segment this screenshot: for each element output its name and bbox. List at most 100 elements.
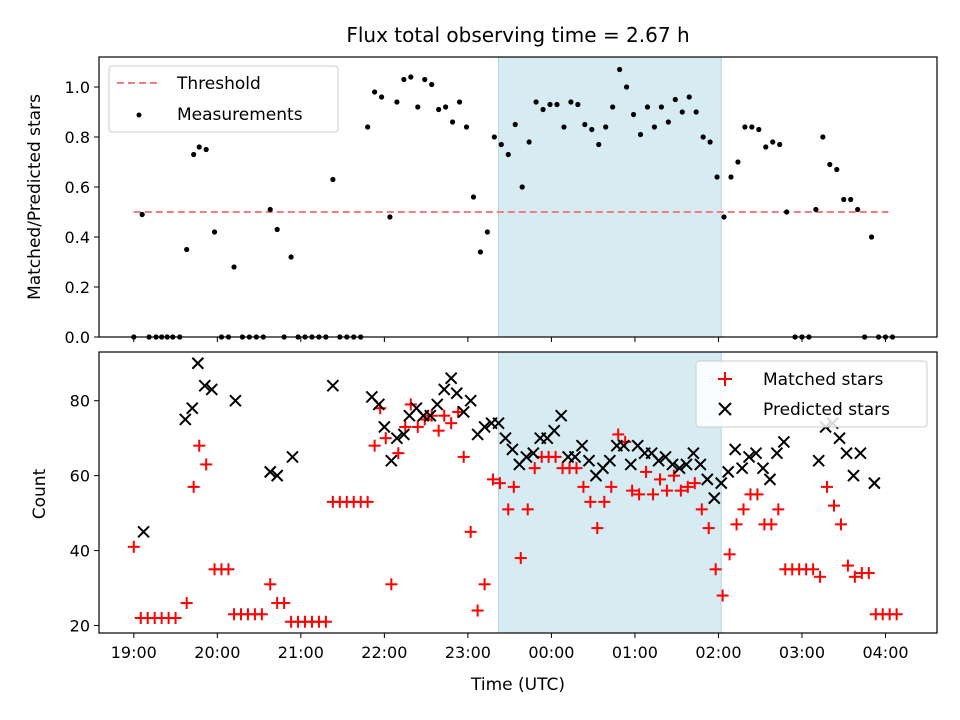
measurement-point (231, 264, 237, 270)
matched-star-point (695, 503, 708, 516)
predicted-star-point (527, 446, 540, 460)
predicted-star-point (186, 401, 199, 415)
x-tick-label: 01:00 (612, 643, 658, 662)
measurement-point (749, 124, 755, 130)
matched-star-point (674, 484, 687, 497)
measurement-point (456, 99, 463, 105)
predicted-star-point (708, 491, 721, 505)
predicted-star-point (492, 416, 505, 430)
top-y-tick-label: 0.0 (65, 328, 90, 347)
measurement-point (868, 234, 875, 240)
predicted-star-point (603, 454, 617, 467)
measurement-point (519, 184, 525, 190)
matched-star-point (834, 518, 847, 531)
measurement-point (658, 104, 664, 110)
matched-star-point (385, 578, 398, 591)
matched-star-point (404, 398, 417, 411)
measurement-point (575, 101, 581, 108)
measurements-legend-swatch (136, 112, 142, 118)
measurement-point (422, 76, 428, 83)
predicted-star-point (756, 461, 770, 475)
matched-star-point (598, 495, 611, 508)
x-tick-label: 19:00 (111, 643, 157, 662)
measurement-point (589, 126, 595, 133)
predicted-star-point (264, 465, 277, 479)
bottom-legend-box (695, 360, 928, 428)
predicted-star-point (205, 383, 218, 396)
measurement-point (484, 229, 490, 235)
matched-star-point (514, 552, 527, 565)
matched-star-point (368, 439, 381, 452)
measurement-point (505, 151, 511, 158)
predicted-star-point (763, 473, 777, 486)
measurement-point (855, 206, 861, 213)
matched-star-point (827, 499, 840, 512)
predicted-star-point (812, 454, 825, 467)
predicted-star-point (582, 454, 596, 467)
measurement-point (561, 124, 567, 130)
matched-star-point (723, 548, 736, 561)
measurement-point (714, 174, 720, 180)
measurement-point (139, 211, 145, 218)
predicted-star-point (840, 446, 853, 460)
matched-star-point (379, 432, 392, 445)
measurement-point (191, 151, 197, 158)
matched-star-point (507, 480, 520, 493)
measurement-point (365, 124, 371, 130)
measurement-point (394, 99, 400, 105)
measurement-point (449, 119, 456, 125)
predicted-star-point (520, 450, 533, 464)
matched-star-point (127, 540, 140, 553)
matched-star-point (862, 567, 875, 580)
predicted-star-point (742, 450, 756, 464)
bottom-y-tick-label: 40 (70, 542, 90, 561)
measurement-point (770, 139, 776, 145)
predicted-star-point (777, 435, 791, 449)
measurement-point (554, 101, 560, 108)
matched-star-point (319, 615, 332, 628)
measurement-point (477, 249, 484, 255)
measurement-point (540, 106, 546, 113)
measurement-point (547, 101, 553, 108)
predicted-star-point (701, 473, 714, 486)
measurement-point (203, 146, 209, 153)
bottom-shaded-interval (498, 352, 722, 633)
predicted-star-point (687, 446, 700, 460)
measurement-point (463, 124, 470, 130)
chart-title: Flux total observing time = 2.67 h (346, 23, 689, 47)
top-y-axis-label: Matched/Predicted stars (25, 94, 45, 300)
predicted-star-point (728, 443, 742, 456)
matched-star-point (438, 409, 451, 422)
measurement-point (211, 229, 218, 235)
predicted-legend-label: Predicted stars (763, 400, 890, 420)
matched-star-point (591, 522, 604, 535)
measurement-point (827, 161, 833, 168)
bottom-legend: Matched stars Predicted stars (695, 360, 928, 428)
measurement-point (372, 89, 378, 95)
predicted-star-point (680, 458, 693, 471)
matched-star-point (814, 570, 827, 583)
measurement-point (834, 166, 840, 173)
predicted-star-point (444, 372, 458, 385)
matched-star-point (521, 503, 534, 516)
matched-star-point (411, 420, 424, 433)
matched-star-point (478, 578, 491, 591)
predicted-star-point (464, 394, 477, 407)
predicted-star-point (854, 446, 867, 460)
matched-star-point (584, 495, 597, 508)
predicted-star-point (506, 443, 519, 456)
matched-star-point (493, 477, 506, 490)
matched-star-point (890, 608, 903, 621)
predicted-star-point (568, 450, 582, 464)
measurement-point (378, 94, 385, 100)
measurement-point (700, 134, 706, 140)
predicted-star-point (624, 458, 637, 471)
measurement-point (596, 141, 602, 148)
predicted-star-point (372, 398, 386, 411)
bottom-y-axis-label: Count (30, 468, 50, 519)
predicted-star-point (438, 383, 451, 396)
measurement-point (610, 104, 616, 110)
matched-star-point (688, 477, 701, 490)
x-tick-label: 22:00 (361, 643, 407, 662)
measurement-point (848, 196, 854, 203)
